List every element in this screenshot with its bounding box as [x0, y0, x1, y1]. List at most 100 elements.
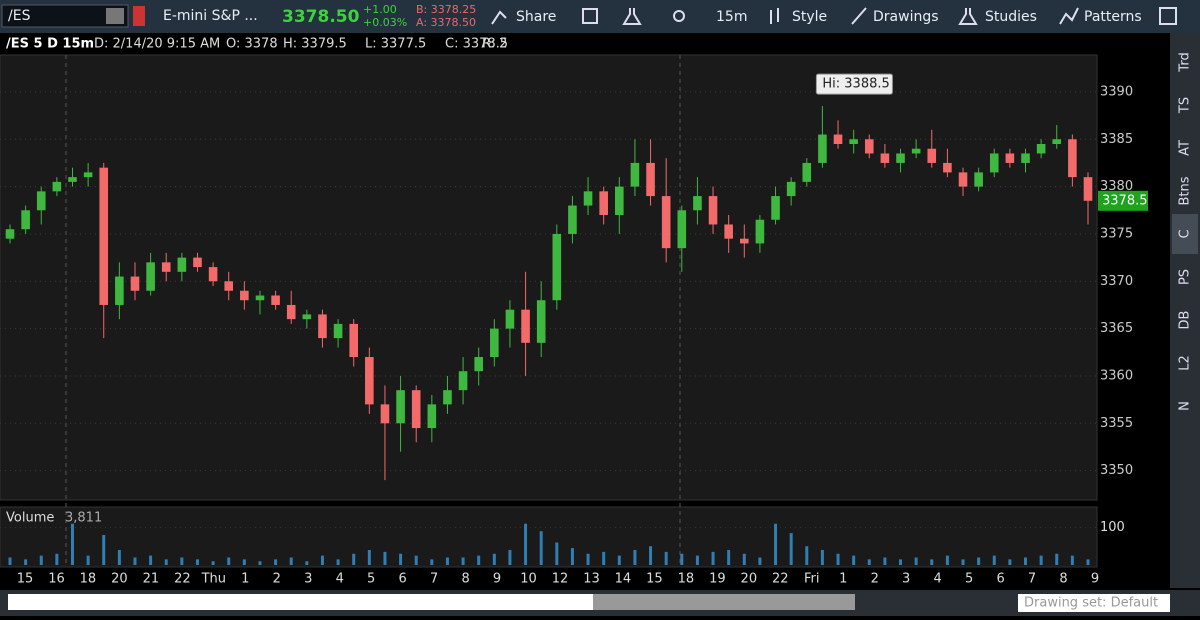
volume-bar — [633, 550, 637, 565]
candle-body — [802, 162, 812, 182]
x-tick-label: Fri — [804, 572, 820, 587]
candle-body — [99, 167, 109, 305]
style-button[interactable]: Style — [792, 9, 827, 25]
volume-bar — [1008, 559, 1012, 565]
candle-body — [146, 262, 155, 291]
volume-bar — [86, 555, 90, 565]
volume-bar — [758, 557, 762, 565]
symbol-box[interactable] — [1, 4, 129, 28]
toolbar-icons — [491, 7, 1177, 25]
candle-body — [849, 139, 858, 144]
x-tick-label: 4 — [934, 572, 942, 587]
x-tick-label: 1 — [241, 572, 249, 587]
volume-bar — [1024, 557, 1028, 565]
x-tick-label: 9 — [493, 572, 501, 587]
header-low: L: 3377.5 — [365, 37, 426, 52]
x-tick-label: 9 — [1091, 572, 1099, 587]
candle-body — [989, 153, 999, 173]
candle-body — [349, 323, 359, 358]
volume-bar — [883, 557, 887, 565]
studies-button[interactable]: Studies — [985, 9, 1037, 25]
sidebar-tab: AT — [1178, 140, 1193, 156]
x-tick-label: 8 — [1059, 572, 1067, 587]
y-tick-label: 3385 — [1100, 132, 1133, 147]
x-tick-label: 6 — [996, 572, 1004, 587]
sidebar-tab: PS — [1178, 269, 1193, 285]
volume-bar — [258, 561, 262, 565]
volume-tick-label: 100 — [1100, 520, 1125, 535]
volume-total: 3,811 — [65, 511, 102, 526]
sidebar-tab-active — [1172, 214, 1198, 254]
timeframe-button[interactable]: 15m — [716, 9, 747, 25]
volume-bar — [602, 551, 606, 565]
x-tick-label: 4 — [336, 572, 344, 587]
volume-bar — [945, 555, 949, 565]
candle-body — [36, 191, 46, 211]
volume-bar — [570, 548, 574, 565]
candle-body — [1068, 139, 1077, 178]
candle-body — [552, 233, 562, 301]
volume-bar — [664, 551, 668, 565]
volume-bar — [8, 557, 12, 565]
volume-bar — [555, 542, 559, 565]
candle-body — [693, 196, 702, 211]
drawings-button[interactable]: Drawings — [873, 9, 939, 25]
volume-bar — [367, 550, 371, 565]
last-price-label: 3378.5 — [1102, 193, 1148, 208]
x-tick-label: 15 — [17, 572, 34, 587]
sidebar — [1170, 33, 1200, 588]
header-bar — [0, 33, 1097, 55]
x-tick-label: 3 — [304, 572, 312, 587]
candle-body — [177, 257, 187, 272]
candle-body — [661, 196, 671, 249]
volume-bar — [899, 559, 903, 565]
dropdown[interactable] — [106, 8, 124, 24]
change-pct: +0.03% — [363, 16, 407, 29]
volume-bar — [742, 553, 746, 565]
candle-body — [583, 191, 593, 206]
volume-bar — [539, 531, 543, 565]
candle-body — [755, 219, 765, 244]
volume-bar — [445, 557, 449, 565]
x-tick-label: 8 — [461, 572, 469, 587]
candle-body — [536, 300, 546, 343]
drawing-set-box[interactable] — [1018, 594, 1170, 612]
volume-label: Volume — [6, 511, 54, 526]
candle-body — [68, 177, 77, 182]
volume-bar — [508, 550, 512, 565]
x-tick-label: 3 — [902, 572, 910, 587]
patterns-button[interactable]: Patterns — [1084, 9, 1142, 25]
header-title: /ES 5 D 15m — [6, 37, 94, 52]
x-tick-label: 5 — [965, 572, 973, 587]
volume-bar — [649, 546, 653, 565]
candle-body — [1052, 139, 1062, 144]
volume-bar — [242, 559, 246, 565]
y-tick-label: 3355 — [1100, 416, 1133, 431]
x-tick-label: 20 — [741, 572, 758, 587]
candle-body — [880, 153, 890, 163]
candle-body — [505, 309, 515, 329]
sidebar-tab: TS — [1178, 97, 1193, 114]
volume-bar — [930, 559, 934, 565]
volume-bar — [227, 557, 231, 565]
scroll-track[interactable] — [8, 594, 593, 610]
y-tick-label: 3365 — [1100, 321, 1133, 336]
y-tick-label: 3375 — [1100, 226, 1133, 241]
x-tick-label: 18 — [678, 572, 695, 587]
candle-body — [52, 181, 62, 192]
x-tick-label: 2 — [273, 572, 281, 587]
x-tick-label: 21 — [143, 572, 160, 587]
volume-bar — [1086, 559, 1090, 565]
sidebar-tab: DB — [1178, 311, 1193, 330]
candle-body — [224, 281, 234, 291]
header-open: O: 3378 — [226, 37, 278, 52]
share-button[interactable]: Share — [516, 9, 556, 25]
candle-body — [786, 181, 796, 197]
candle-body — [1005, 153, 1015, 163]
scroll-thumb[interactable] — [593, 594, 855, 610]
x-tick-label: 6 — [399, 572, 407, 587]
volume-bar — [977, 557, 981, 565]
volume-bar — [1039, 555, 1043, 565]
